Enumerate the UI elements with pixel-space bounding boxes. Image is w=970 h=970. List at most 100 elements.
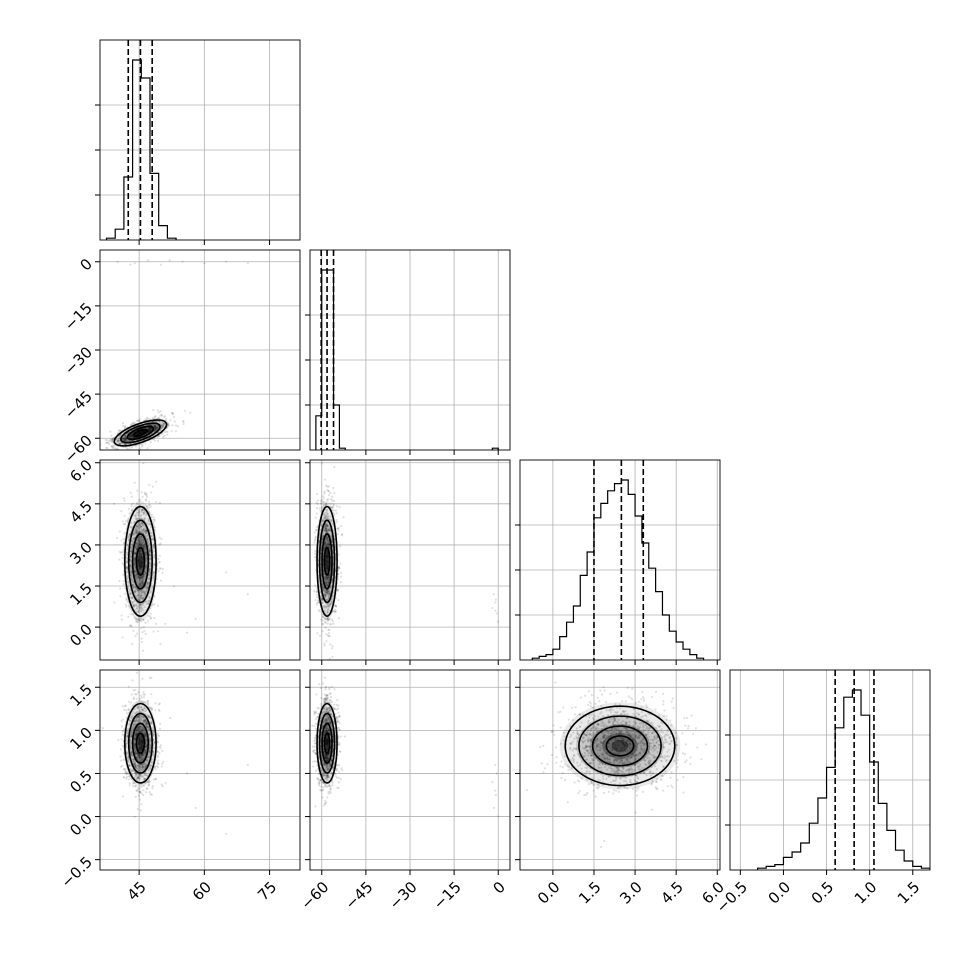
sample-point [139,583,142,586]
sample-point [141,581,144,584]
sample-point [142,590,145,593]
sample-point [141,575,145,578]
sample-point [246,593,249,596]
sample-point [127,507,130,510]
sample-point [133,590,136,593]
sample-point [143,492,146,495]
sample-point [125,561,128,564]
sample-point [133,556,137,559]
sample-point [133,481,136,484]
sample-point [122,541,125,544]
sample-point [140,542,143,546]
sample-point [325,524,328,528]
sample-point [325,527,328,530]
sample-point [327,581,330,584]
sample-point [326,526,330,529]
sample-point [319,509,322,512]
sample-point [138,565,141,568]
sample-point [323,605,326,608]
sample-point [121,764,124,767]
sample-point [139,579,143,582]
sample-point [152,420,155,423]
sample-point [147,517,150,521]
sample-point [325,550,329,553]
sample-point [134,445,138,448]
sample-point [145,505,149,508]
sample-point [327,540,331,543]
sample-point [145,589,148,592]
sample-point [134,529,137,532]
sample-point [318,610,321,613]
sample-point [135,502,138,505]
sample-point [314,552,317,555]
sample-point [140,557,143,560]
sample-point [148,549,151,552]
sample-point [138,551,141,554]
sample-point [326,551,329,555]
sample-point [133,558,136,561]
sample-point [141,529,144,532]
sample-point [323,588,326,591]
sample-point [155,426,158,429]
sample-point [139,563,143,567]
sample-point [138,509,141,513]
sample-point [135,573,138,576]
sample-point [146,540,150,544]
sample-point [133,559,136,563]
sample-point [161,432,164,436]
sample-point [134,544,138,547]
sample-point [145,600,148,604]
sample-point [134,544,137,547]
sample-point [322,503,325,506]
sample-point [325,550,328,553]
sample-point [148,427,152,431]
sample-point [139,571,142,575]
sample-point [149,589,152,592]
sample-point [138,579,142,582]
sample-point [136,576,139,579]
sample-point [149,587,153,590]
sample-point [135,532,138,535]
sample-point [144,551,147,554]
sample-point [315,507,319,510]
sample-point [131,679,134,682]
sample-point [337,599,340,602]
sample-point [130,578,133,581]
sample-point [142,626,145,629]
sample-point [140,545,143,548]
sample-point [125,439,129,442]
sample-point [134,569,137,572]
sample-point [326,551,329,555]
sample-point [328,544,331,547]
sample-point [140,443,143,446]
sample-point [129,591,132,594]
sample-point [142,691,145,694]
sample-point [167,423,170,427]
sample-point [124,437,127,440]
sample-point [134,530,137,534]
sample-point [142,419,146,422]
sample-point [116,440,120,443]
sample-point [134,574,137,577]
sample-point [330,426,332,428]
sample-point [326,508,329,511]
sample-point [328,543,331,546]
sample-point [334,509,338,512]
sample-point [326,567,329,570]
y-tick-label: −30 [61,343,96,378]
sample-point [142,604,145,607]
sample-point [321,584,324,587]
sample-point [137,525,140,528]
sample-point [131,601,135,604]
sample-point [137,618,140,621]
sample-point [334,604,337,608]
sample-point [125,598,128,601]
sample-point [147,537,150,540]
sample-point [141,560,144,563]
sample-point [116,536,119,540]
sample-point [125,597,128,600]
sample-point [327,542,330,545]
sample-point [152,515,155,519]
sample-point [129,546,133,549]
sample-point [151,586,154,589]
